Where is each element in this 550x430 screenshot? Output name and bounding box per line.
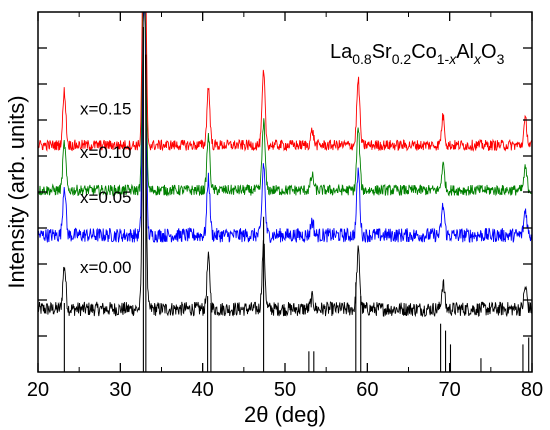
x-tick-label: 70 [439, 379, 461, 401]
compound-formula: La0.8Sr0.2Co1-xAlxO3 [330, 41, 505, 67]
x-tick-label: 30 [109, 379, 131, 401]
x-tick-label: 40 [192, 379, 214, 401]
series-line-3 [37, 11, 532, 152]
x-tick-label: 60 [356, 379, 378, 401]
series-labels: x=0.00 x=0.05 x=0.10 x=0.15 [80, 100, 132, 277]
x-axis-title: 2θ (deg) [244, 402, 326, 427]
x-tick-label: 80 [521, 379, 543, 401]
series-layer [37, 11, 532, 318]
series-label: x=0.00 [80, 258, 132, 277]
series-label: x=0.15 [80, 100, 132, 119]
series-label: x=0.10 [80, 143, 132, 162]
series-line-2 [37, 11, 532, 197]
series-line-0 [37, 11, 532, 318]
reference-pattern [63, 27, 530, 372]
x-tick-label: 20 [27, 379, 49, 401]
series-label: x=0.05 [80, 188, 132, 207]
axis-ticks: 20 30 40 50 60 70 80 [27, 12, 543, 401]
x-tick-label: 50 [274, 379, 296, 401]
y-axis-title: Intensity (arb. units) [4, 95, 29, 288]
series-line-1 [37, 11, 532, 244]
